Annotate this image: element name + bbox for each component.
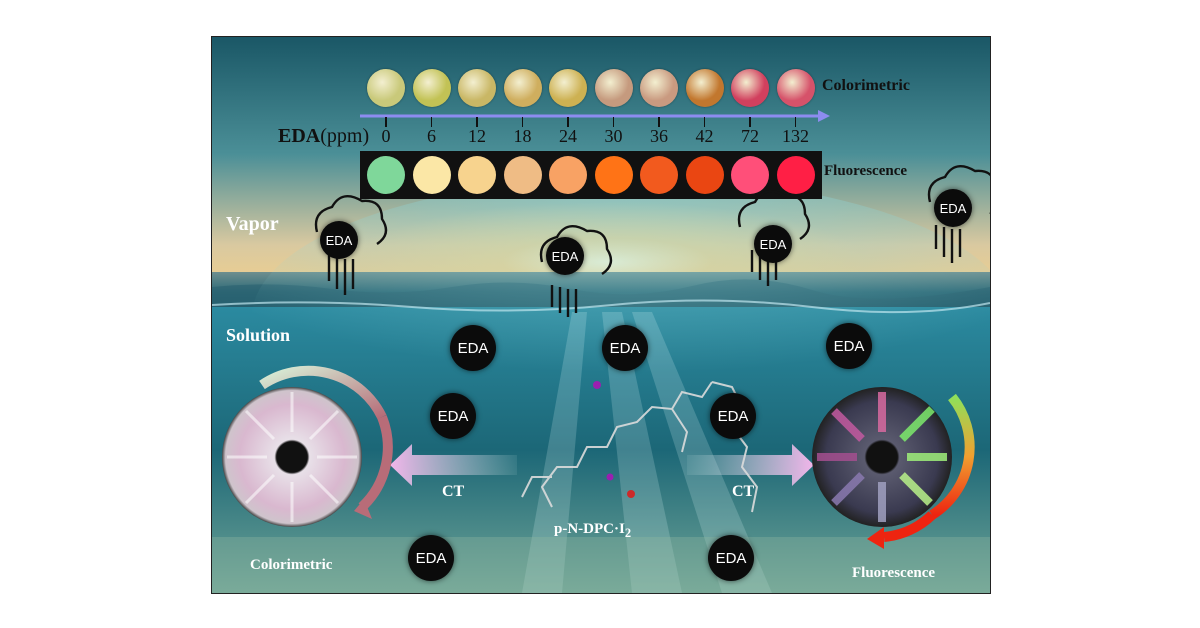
ppm-tick-mark [385,117,387,127]
colorimetric-swatch [640,69,678,107]
vapor-clouds [314,165,990,317]
solution-eda-3: EDA [826,323,872,369]
solution-eda-7: EDA [708,535,754,581]
fluorescence-swatch [503,156,542,194]
solution-eda-6: EDA [408,535,454,581]
ct-arrow-right [687,444,814,486]
scene-background [212,37,990,593]
ppm-tick-mark [612,117,614,127]
ct-right-label: CT [732,483,755,500]
fluorescence-swatch [367,156,405,194]
figure-frame: Colorimetric Fluorescence EDA(ppm) Vapor… [211,36,991,594]
vapor-eda-4: EDA [934,189,972,227]
colorimetric-swatch [458,69,496,107]
ppm-tick-mark [658,117,660,127]
colorimetric-swatch [412,69,451,107]
fluorescence-swatch [412,156,451,194]
fluorescence-swatch [731,156,769,194]
vapor-eda-1: EDA [320,221,358,259]
colorimetric-swatch [594,69,633,107]
solution-eda-4: EDA [430,393,476,439]
solution-eda-1: EDA [450,325,496,371]
ppm-tick-label: 18 [513,126,532,146]
colorimetric-swatch [685,69,724,107]
ppm-tick-label: 72 [741,126,759,146]
ppm-tick-label: 132 [782,126,809,146]
solution-eda-2: EDA [602,325,648,371]
eda-axis-unit: (ppm) [320,125,370,147]
fluorescence-swatch [594,156,633,194]
vapor-label: Vapor [226,213,279,235]
bottom-fluorescence-label: Fluorescence [852,565,936,581]
ppm-tick-label: 0 [381,126,391,146]
bottom-colorimetric-label: Colorimetric [250,557,333,573]
colorimetric-swatch [503,69,542,107]
fluorescence-swatch [549,156,587,194]
ppm-tick-mark [794,117,796,127]
fluorescence-swatch [640,156,678,194]
solution-eda-5: EDA [710,393,756,439]
colorimetric-swatch [367,69,405,107]
ppm-tick-label: 6 [427,126,436,146]
ppm-tick-label: 12 [468,126,486,146]
ppm-tick-label: 36 [650,126,668,146]
fluorescence-swatch [776,156,815,194]
colorimetric-swatch [549,69,587,107]
ppm-tick-label: 42 [695,126,714,146]
vapor-eda-3: EDA [754,225,792,263]
ppm-tick-mark [703,117,705,127]
ppm-tick-mark [521,117,523,127]
eda-axis-bold: EDA [278,125,321,147]
fluorescence-swatch [685,156,724,194]
ppm-tick-mark [430,117,432,127]
ppm-tick-label: 24 [559,126,577,146]
compound-main: p-N-DPC·I [554,521,625,537]
vapor-eda-2: EDA [546,237,584,275]
solution-label: Solution [226,325,291,345]
ct-left-label: CT [442,483,465,500]
ct-arrow-left [390,444,517,486]
compound-sub: 2 [624,526,632,540]
colorimetric-swatch [776,69,815,107]
colorimetric-top-label: Colorimetric [822,77,910,94]
ppm-tick-mark [476,117,478,127]
ppm-tick-mark [749,117,751,127]
fluorescence-top-label: Fluorescence [824,163,908,179]
fluorescence-swatch [458,156,496,194]
compound-label: p-N-DPC·I2 [554,521,631,541]
eda-axis-label: EDA(ppm) [278,125,369,148]
colorimetric-swatch [731,69,769,107]
ppm-tick-mark [567,117,569,127]
ppm-tick-label: 30 [604,126,623,146]
